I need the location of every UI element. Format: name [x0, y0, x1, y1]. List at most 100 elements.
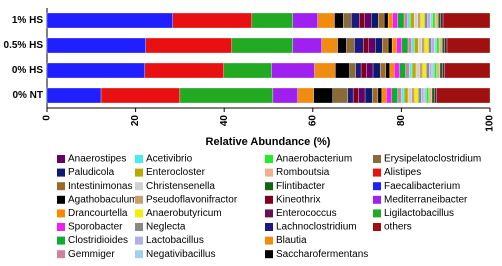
legend-swatch — [57, 168, 65, 177]
legend-label: Drancourtella — [68, 208, 128, 219]
bar-segment — [421, 87, 425, 104]
bar-segment — [314, 62, 336, 79]
bar-segment — [364, 12, 372, 29]
y-tick-label: 1% HS — [12, 15, 43, 26]
bar-segment — [389, 62, 395, 79]
legend-label: Anaerostipes — [68, 154, 126, 165]
legend-label: Alistipes — [384, 167, 421, 178]
legend-swatch — [265, 155, 273, 163]
bar-segment — [403, 12, 408, 29]
bar-segment — [358, 87, 366, 104]
bar-segment — [379, 62, 387, 79]
legend-swatch — [135, 209, 143, 218]
bar-segment — [438, 12, 441, 29]
bar-segment — [359, 12, 365, 29]
bar-segment — [426, 62, 430, 79]
bar-segment — [434, 62, 437, 79]
bar-segment — [415, 62, 420, 79]
bar-segment — [321, 37, 338, 54]
bar-segment — [383, 12, 389, 29]
bar-segment — [272, 87, 298, 104]
bar-segment — [392, 12, 399, 29]
bar-segment — [428, 37, 432, 54]
bar-segment — [372, 62, 381, 79]
bar-segment — [387, 12, 393, 29]
legend-label: Agathobaculum — [68, 194, 138, 205]
bar-segment — [382, 37, 389, 54]
legend-label: Gemmiger — [68, 249, 115, 260]
legend-swatch — [135, 182, 143, 191]
legend-label: Blautia — [276, 235, 307, 246]
x-tick-label: 40 — [219, 115, 230, 127]
bar-segment — [420, 12, 425, 29]
legend-swatch — [57, 195, 65, 204]
legend-swatch — [135, 223, 143, 231]
bar-segment — [410, 12, 415, 29]
bar-segment — [349, 62, 356, 79]
bar-segment — [377, 87, 383, 104]
bar-segment — [407, 87, 412, 104]
bar-segment — [46, 62, 146, 79]
legend-label: Enterococcus — [276, 208, 337, 219]
legend-label: Flintibacter — [276, 181, 326, 192]
bar-segment — [346, 37, 355, 54]
legend-swatch — [265, 236, 273, 245]
bar-segment — [46, 37, 146, 54]
x-axis-label: Relative Abundance (%) — [206, 136, 331, 148]
x-tick-label: 0 — [42, 115, 53, 121]
legend-swatch — [135, 168, 143, 177]
bar-segment — [354, 37, 364, 54]
bar-segment — [418, 87, 422, 104]
bar-segment — [434, 12, 439, 29]
bar-segment — [411, 62, 417, 79]
bar-segment — [223, 62, 272, 79]
bar-segment — [375, 37, 383, 54]
x-tick-label: 80 — [396, 115, 407, 127]
bar-segment — [337, 37, 347, 54]
bar-segment — [429, 62, 433, 79]
bar-segment — [411, 37, 415, 54]
y-tick-label: 0.5% HS — [4, 40, 44, 51]
legend-label: Paludicola — [68, 167, 115, 178]
legend-label: Anaerobacterium — [276, 154, 352, 165]
bar-segment — [401, 37, 409, 54]
bar-segment — [401, 87, 405, 104]
bar-segment — [434, 37, 437, 54]
bar-segment — [396, 37, 402, 54]
legend-label: Mediterraneibacter — [384, 194, 468, 205]
bar-segment — [442, 12, 491, 29]
bar-segment — [414, 87, 419, 104]
bar-segment — [423, 87, 427, 104]
legend-label: Acetivibrio — [146, 154, 193, 165]
legend-label: Erysipelatoclostridium — [384, 154, 481, 165]
bar-segment — [438, 37, 443, 54]
bar-segment — [426, 87, 430, 104]
legend-swatch — [373, 182, 381, 191]
bar-segment — [385, 62, 391, 79]
legend-label: Christensenella — [146, 181, 215, 192]
bar-segment — [387, 37, 393, 54]
bar-segment — [421, 37, 426, 54]
legend-label: Lactobacillus — [146, 235, 204, 246]
bar-segment — [355, 62, 362, 79]
bar-segment — [428, 87, 433, 104]
bar-segment — [46, 87, 102, 104]
legend-label: Saccharofermentans — [276, 249, 368, 260]
legend-swatch — [265, 209, 273, 218]
bar-segment — [409, 62, 413, 79]
bar-segment — [334, 12, 344, 29]
bar-segment — [439, 62, 443, 79]
bar-segment — [172, 12, 252, 29]
bar-segment — [297, 87, 314, 104]
x-tick-label: 100 — [485, 115, 496, 132]
legend-swatch — [57, 223, 65, 231]
legend-label: Intestinimonas — [68, 181, 132, 192]
bar-segment — [251, 12, 294, 29]
bar-segment — [399, 62, 406, 79]
legend-swatch — [57, 182, 65, 191]
bar-segment — [372, 87, 379, 104]
bar-segment — [405, 62, 410, 79]
bar-segment — [381, 87, 387, 104]
bar-segment — [317, 12, 335, 29]
